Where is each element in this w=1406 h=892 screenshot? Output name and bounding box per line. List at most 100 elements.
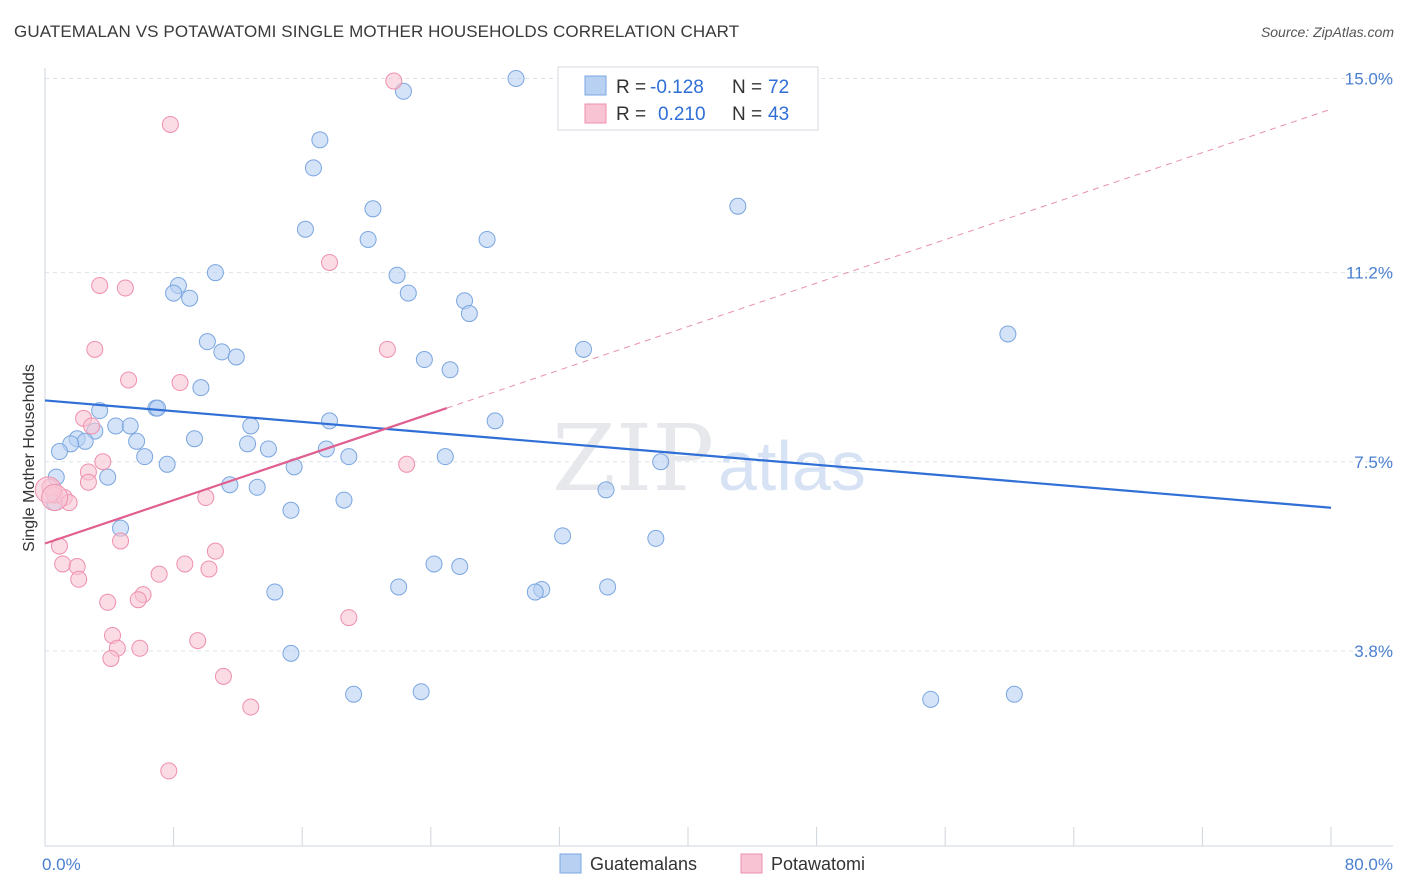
- point-guatemalans: [282, 644, 300, 662]
- point-guatemalans: [91, 402, 109, 420]
- point-guatemalans: [213, 343, 231, 361]
- point-guatemalans: [227, 348, 245, 366]
- legend-r-value: 0.210: [658, 104, 706, 125]
- point-guatemalans: [599, 578, 617, 596]
- y-tick-label: 11.2%: [1346, 264, 1393, 283]
- point-guatemalans: [149, 399, 167, 417]
- legend-r-label: R =: [616, 104, 646, 125]
- point-potawatomi: [91, 276, 109, 294]
- point-potawatomi: [99, 593, 117, 611]
- legend-n-value: 43: [768, 104, 789, 125]
- point-potawatomi: [94, 453, 112, 471]
- point-guatemalans: [415, 351, 433, 369]
- trend-line-guatemalans: [44, 399, 1332, 509]
- y-tick-labels: 3.8% 7.5% 11.2% 15.0%: [1345, 70, 1393, 661]
- point-guatemalans: [107, 417, 125, 435]
- point-guatemalans: [321, 412, 339, 430]
- point-potawatomi: [83, 417, 101, 435]
- point-guatemalans: [399, 284, 417, 302]
- point-potawatomi: [54, 555, 72, 573]
- point-guatemalans: [554, 527, 572, 545]
- point-guatemalans: [647, 529, 665, 547]
- watermark-zip: ZIP: [552, 405, 714, 512]
- y-tick-label: 15.0%: [1345, 70, 1393, 89]
- point-potawatomi: [116, 279, 134, 297]
- trend-line-potawatomi: [44, 407, 448, 545]
- x-tick-label-min: 0.0%: [42, 855, 81, 874]
- point-guatemalans: [121, 417, 139, 435]
- point-potawatomi: [86, 340, 104, 358]
- point-guatemalans: [364, 200, 382, 218]
- point-guatemalans: [266, 583, 284, 601]
- point-guatemalans: [185, 430, 203, 448]
- bottom-legend: Guatemalans Potawatomi: [559, 853, 865, 874]
- point-guatemalans: [425, 555, 443, 573]
- bottom-legend-label-guatemalans: Guatemalans: [590, 854, 697, 874]
- bottom-legend-swatch-guatemalans: [559, 853, 582, 874]
- point-guatemalans: [158, 455, 176, 473]
- legend-n-label: N =: [732, 77, 762, 98]
- point-potawatomi: [129, 591, 147, 609]
- point-potawatomi: [41, 484, 69, 512]
- point-guatemalans: [388, 266, 406, 284]
- point-guatemalans: [652, 453, 670, 471]
- point-potawatomi: [79, 473, 97, 491]
- point-guatemalans: [248, 478, 266, 496]
- point-guatemalans: [922, 690, 940, 708]
- point-guatemalans: [198, 333, 216, 351]
- point-potawatomi: [242, 698, 260, 716]
- watermark: ZIP atlas: [552, 405, 866, 512]
- point-guatemalans: [128, 432, 146, 450]
- point-guatemalans: [335, 491, 353, 509]
- point-guatemalans: [451, 558, 469, 576]
- trend-layer: [44, 108, 1332, 545]
- y-axis-label: Single Mother Households: [21, 364, 38, 552]
- point-guatemalans: [575, 340, 593, 358]
- point-guatemalans: [526, 583, 544, 601]
- point-guatemalans: [460, 305, 478, 323]
- legend-swatch-potawatomi: [584, 103, 607, 124]
- points-layer: [34, 70, 1023, 780]
- point-guatemalans: [76, 432, 94, 450]
- axes-layer: [44, 68, 1393, 847]
- point-guatemalans: [304, 159, 322, 177]
- point-potawatomi: [200, 560, 218, 578]
- point-potawatomi: [340, 609, 358, 627]
- point-potawatomi: [102, 649, 120, 667]
- point-potawatomi: [131, 639, 149, 657]
- point-guatemalans: [436, 448, 454, 466]
- point-potawatomi: [112, 532, 130, 550]
- point-guatemalans: [340, 448, 358, 466]
- grid-layer: [45, 78, 1393, 652]
- legend-n-label: N =: [732, 104, 762, 125]
- point-potawatomi: [398, 455, 416, 473]
- point-guatemalans: [1005, 685, 1023, 703]
- point-guatemalans: [478, 230, 496, 248]
- point-guatemalans: [507, 70, 525, 87]
- point-guatemalans: [192, 379, 210, 397]
- point-potawatomi: [206, 542, 224, 560]
- point-potawatomi: [214, 667, 232, 685]
- point-potawatomi: [160, 762, 178, 780]
- point-potawatomi: [120, 371, 138, 389]
- point-guatemalans: [181, 289, 199, 307]
- point-potawatomi: [150, 565, 168, 583]
- bottom-legend-swatch-potawatomi: [740, 853, 763, 874]
- point-guatemalans: [239, 435, 257, 453]
- bottom-legend-label-potawatomi: Potawatomi: [771, 854, 865, 874]
- point-guatemalans: [282, 501, 300, 519]
- point-guatemalans: [390, 578, 408, 596]
- trend-line-dashed-potawatomi: [446, 108, 1332, 409]
- point-guatemalans: [206, 264, 224, 282]
- point-guatemalans: [242, 417, 260, 435]
- point-guatemalans: [259, 440, 277, 458]
- point-guatemalans: [999, 325, 1017, 343]
- point-potawatomi: [176, 555, 194, 573]
- source-label: Source: ZipAtlas.com: [1260, 24, 1394, 40]
- legend-r-label: R =: [616, 77, 646, 98]
- legend-r-value: -0.128: [650, 77, 704, 98]
- point-potawatomi: [70, 570, 88, 588]
- point-guatemalans: [50, 443, 68, 461]
- point-guatemalans: [412, 683, 430, 701]
